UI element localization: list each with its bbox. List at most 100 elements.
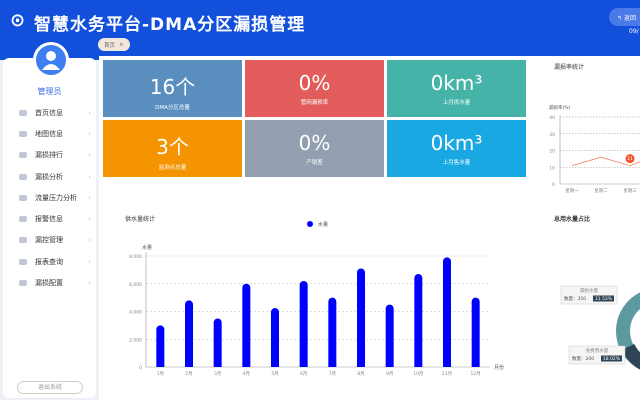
- x-tick-label: 3月: [214, 371, 221, 377]
- sidebar-item-label: 报表查询: [35, 257, 63, 266]
- legend-marker: [307, 221, 313, 227]
- stat-label: DMA分区总量: [155, 105, 190, 111]
- tab-home[interactable]: 首页 ×: [98, 38, 130, 51]
- layers-icon: [19, 237, 27, 244]
- bar: [414, 274, 423, 367]
- user-name: 管理员: [37, 87, 62, 96]
- layers-icon: [19, 173, 27, 180]
- slice-count: 数量：200: [572, 355, 594, 362]
- bar-base: [471, 363, 480, 367]
- x-tick-label: 星期二: [594, 188, 608, 194]
- bar: [299, 280, 308, 367]
- percent-badge: [601, 355, 622, 362]
- stat-label: 产销差: [306, 160, 323, 166]
- logout-button[interactable]: 退出系统: [17, 381, 83, 394]
- x-axis-name: 月份: [494, 364, 504, 371]
- main-content: 16个 DMA分区总量 0% 管网漏损率 0km³ 上月供水量 3个 监测点总量 0% 产销差 0k…: [99, 56, 640, 400]
- close-icon[interactable]: ×: [119, 41, 124, 48]
- stat-card: 0% 产销差: [245, 120, 384, 177]
- y-tick-label: 0: [552, 182, 555, 188]
- y-tick-label: 20: [549, 149, 555, 155]
- legend-label: 水量: [318, 221, 328, 228]
- slice-count: 数量：350: [564, 295, 586, 302]
- header: ⊙ 智慧水务平台-DMA分区漏损管理 ↰ 返回 09/: [0, 0, 640, 60]
- slice-name: 免费用水量: [586, 347, 609, 354]
- chevron-right-icon: ›: [88, 236, 91, 245]
- x-tick-label: 11月: [442, 371, 452, 377]
- chevron-right-icon: ›: [88, 193, 91, 202]
- bar-base: [156, 363, 165, 367]
- x-tick-label: 10月: [413, 371, 423, 377]
- stat-card: 0km³ 上月售水量: [387, 120, 526, 177]
- bar-base: [213, 363, 222, 367]
- sidebar-item-label: 漏损分析: [35, 172, 63, 181]
- layers-icon: [19, 280, 27, 287]
- slice-percent: 18.02%: [603, 356, 621, 362]
- sidebar-item-label: 报警信息: [35, 215, 63, 224]
- stat-value: 3个: [156, 135, 189, 159]
- x-tick-label: 8月: [357, 371, 364, 377]
- layers-icon: [19, 194, 27, 201]
- x-tick-label: 9月: [386, 371, 393, 377]
- back-button[interactable]: ↰ 返回: [609, 8, 640, 26]
- sidebar-item-label: 漏损配置: [35, 279, 63, 288]
- chevron-right-icon: ›: [88, 257, 91, 266]
- user-icon: [42, 51, 60, 70]
- sidebar-item[interactable]: 首页信息 ›: [3, 102, 96, 123]
- y-tick-label: 4,000: [129, 310, 142, 316]
- sidebar-item[interactable]: 漏损配置 ›: [3, 272, 96, 293]
- app-title: 智慧水务平台-DMA分区漏损管理: [34, 15, 306, 35]
- x-tick-label: 4月: [243, 371, 250, 377]
- sidebar-item[interactable]: 漏控管理 ›: [3, 230, 96, 251]
- chevron-right-icon: ›: [88, 151, 91, 160]
- slice-name: 漏损水量: [580, 287, 598, 294]
- date-text: 09/: [629, 28, 639, 35]
- stat-value: 0km³: [430, 131, 483, 155]
- layers-icon: [19, 152, 27, 159]
- bar-base: [443, 363, 451, 367]
- bar-base: [328, 363, 337, 367]
- bar: [185, 300, 193, 367]
- bar: [357, 268, 365, 367]
- sidebar-item[interactable]: 流量压力分析 ›: [3, 187, 96, 208]
- sidebar-item[interactable]: 漏损分析 ›: [3, 166, 96, 187]
- bar-base: [385, 363, 394, 367]
- bar-chart-title: 供水量统计: [125, 216, 156, 223]
- x-tick-label: 6月: [300, 371, 307, 377]
- bar: [213, 318, 222, 367]
- logo-icon: ⊙: [10, 10, 26, 31]
- y-tick-label: 10: [549, 165, 555, 171]
- line-series: [571, 156, 640, 166]
- y-axis-name: 漏损率(%): [549, 104, 571, 111]
- sidebar-item-label: 流量压力分析: [35, 193, 77, 202]
- y-tick-label: 6,000: [129, 282, 142, 288]
- layers-icon: [19, 258, 27, 265]
- stat-card: 0% 管网漏损率: [245, 60, 384, 117]
- sidebar-item[interactable]: 地图信息 ›: [3, 123, 96, 144]
- stat-label: 上月售水量: [442, 160, 471, 166]
- stat-card: 16个 DMA分区总量: [103, 60, 242, 117]
- slice-percent: 31.53%: [595, 296, 613, 302]
- tab-bar: 首页 ×: [98, 38, 130, 51]
- sidebar-item[interactable]: 报警信息 ›: [3, 208, 96, 229]
- back-label: 返回: [623, 15, 636, 22]
- layers-icon: [19, 109, 27, 116]
- leak-rate-chart: 漏损率(%) 0 10 20 30 40 星期一 星期二 星期三 11: [549, 104, 640, 194]
- chevron-right-icon: ›: [88, 172, 91, 181]
- pie-slice: [621, 343, 640, 370]
- bar-base: [185, 363, 193, 367]
- x-tick-label: 5月: [271, 371, 278, 377]
- y-tick-label: 40: [549, 115, 555, 121]
- sidebar-item[interactable]: 漏损排行 ›: [3, 145, 96, 166]
- sidebar-item[interactable]: 报表查询 ›: [3, 251, 96, 272]
- sidebar-item-label: 漏损排行: [35, 151, 63, 160]
- stat-label: 管网漏损率: [300, 100, 329, 106]
- chevron-right-icon: ›: [88, 129, 91, 138]
- stat-label: 上月供水量: [442, 100, 471, 106]
- bar: [242, 283, 251, 367]
- layers-icon: [19, 216, 27, 223]
- chevron-right-icon: ›: [88, 108, 91, 117]
- x-tick-label: 7月: [329, 371, 336, 377]
